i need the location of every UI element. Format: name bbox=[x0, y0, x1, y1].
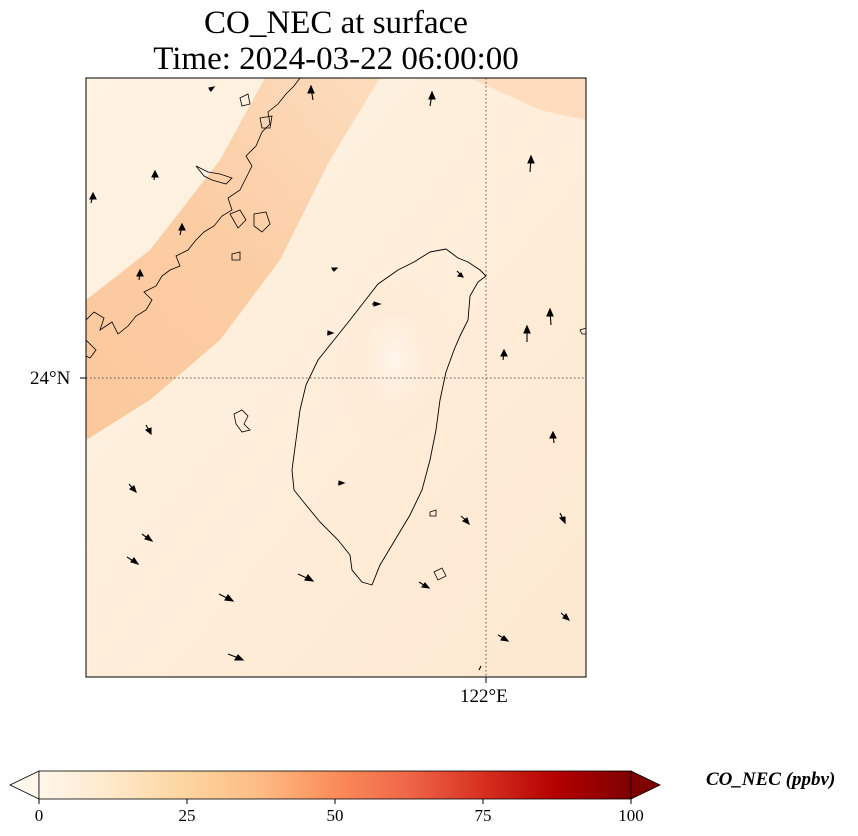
wind-arrow bbox=[326, 330, 335, 336]
wind-arrow bbox=[136, 268, 144, 281]
wind-arrow bbox=[558, 512, 566, 525]
wind-arrow bbox=[330, 267, 339, 272]
wind-arrow bbox=[497, 634, 510, 642]
wind-arrow bbox=[128, 483, 137, 494]
taiwan-low-concentration bbox=[335, 270, 455, 450]
wind-arrow bbox=[151, 169, 159, 181]
colorbar bbox=[9, 770, 661, 804]
co-plume-band bbox=[86, 78, 380, 440]
wind-arrow bbox=[141, 533, 154, 542]
map-time-subtitle: Time: 2024-03-22 06:00:00 bbox=[153, 41, 519, 77]
colorbar-extend-min bbox=[9, 770, 40, 800]
wind-arrow bbox=[307, 84, 315, 101]
east-edge-coast bbox=[579, 327, 586, 335]
map-title: CO_NEC at surface bbox=[204, 5, 468, 41]
colorbar-label: CO_NEC (ppbv) bbox=[706, 769, 836, 790]
wind-arrow bbox=[549, 430, 557, 444]
colorbar-extend-max bbox=[630, 770, 661, 800]
wind-arrow bbox=[372, 301, 382, 307]
wind-arrow bbox=[500, 348, 508, 361]
wind-arrow bbox=[527, 154, 535, 173]
wind-arrow bbox=[126, 556, 140, 565]
lat-tick-label: 24°N bbox=[30, 368, 71, 389]
china-coastline bbox=[86, 78, 301, 335]
wind-arrow bbox=[337, 480, 346, 486]
map-panel bbox=[80, 77, 587, 683]
bay-outline bbox=[195, 165, 233, 185]
colorbar-tick-label: 25 bbox=[178, 806, 196, 825]
wind-arrow bbox=[418, 581, 431, 589]
wind-arrow bbox=[478, 665, 482, 671]
penghu-islands bbox=[233, 409, 251, 433]
wind-arrow bbox=[208, 86, 216, 92]
wind-arrow bbox=[460, 515, 470, 526]
colorbar-tick-marks bbox=[38, 799, 632, 804]
colorbar-tick-label: 75 bbox=[474, 806, 492, 825]
wind-arrow bbox=[456, 270, 464, 278]
wind-arrow bbox=[523, 324, 531, 342]
china-coast-inlet bbox=[86, 339, 97, 359]
co-plume-secondary bbox=[470, 78, 586, 120]
lon-tick-label: 122°E bbox=[460, 686, 508, 707]
colorbar-body bbox=[38, 770, 632, 800]
wind-arrow bbox=[546, 307, 554, 326]
colorbar-tick-label: 0 bbox=[34, 806, 44, 825]
wind-arrow bbox=[560, 612, 571, 621]
wind-arrow bbox=[227, 653, 245, 661]
wind-arrow bbox=[178, 222, 186, 236]
wind-arrow bbox=[89, 191, 97, 204]
coast-islands bbox=[229, 93, 273, 261]
colorbar-tick-label: 50 bbox=[326, 806, 344, 825]
colorbar-tick-label: 100 bbox=[618, 806, 644, 825]
wind-vector-field bbox=[89, 84, 571, 671]
orchid-island bbox=[433, 567, 447, 581]
wind-arrow bbox=[428, 90, 436, 107]
wind-arrow bbox=[297, 573, 315, 582]
taiwan-coastline bbox=[291, 248, 487, 586]
green-island bbox=[429, 509, 437, 517]
wind-arrow bbox=[144, 424, 152, 436]
wind-arrow bbox=[218, 593, 235, 602]
